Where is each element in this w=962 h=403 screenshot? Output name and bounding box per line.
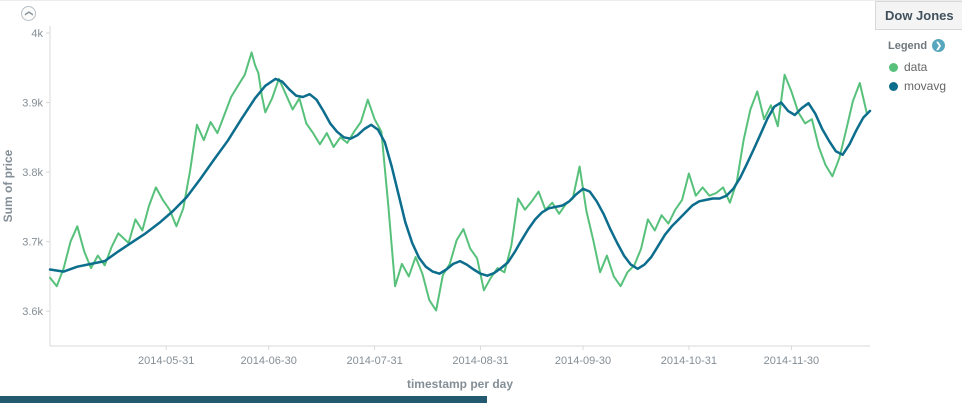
legend-swatch-icon [889,62,898,72]
panel-header[interactable]: Dow Jones [875,1,962,30]
spy-toggle-icon[interactable]: ❯ [21,6,36,21]
x-tick-label: 2014-07-31 [346,355,402,367]
legend-items: data movavg [875,57,962,96]
y-tick-label: 4k [31,28,43,40]
y-tick-label: 3.6k [22,306,43,318]
series-line-data[interactable] [49,51,868,312]
x-tick-label: 2014-10-31 [661,355,717,367]
legend-panel: Dow Jones Legend ❯ data movavg [875,1,962,403]
price-chart[interactable]: 3.6k 3.7k 3.8k 3.9k 4k 2014-05-31 2014-06-30 20… [0,1,875,397]
lower-panel-edge [0,396,487,403]
legend-toggle-icon[interactable]: ❯ [932,39,946,52]
panel-title: Dow Jones [885,8,954,23]
x-tick-label: 2014-08-31 [452,355,508,367]
legend-item-label: data [904,60,928,74]
y-tick-label: 3.9k [22,98,43,110]
y-tick-label: 3.7k [22,237,43,249]
chevron-up-icon: ❯ [23,10,33,17]
x-tick-label: 2014-11-30 [764,355,819,367]
chart-region: 3.6k 3.7k 3.8k 3.9k 4k 2014-05-31 2014-06-30 20… [0,1,875,397]
x-axis-title: timestamp per day [407,377,513,391]
legend-header: Legend ❯ [875,30,962,57]
legend-item-data[interactable]: data [875,58,962,77]
x-tick-label: 2014-09-30 [555,355,611,367]
legend-item-movavg[interactable]: movavg [875,77,962,96]
legend-item-label: movavg [904,79,947,93]
axis-lines [49,26,870,347]
legend-swatch-icon [889,81,898,91]
series-line-movavg[interactable] [48,77,872,277]
y-tick-label: 3.8k [22,167,43,179]
legend-label: Legend [888,39,928,52]
y-axis-title: Sum of price [1,149,15,222]
x-tick-label: 2014-06-30 [241,355,297,367]
x-tick-label: 2014-05-31 [138,355,194,367]
